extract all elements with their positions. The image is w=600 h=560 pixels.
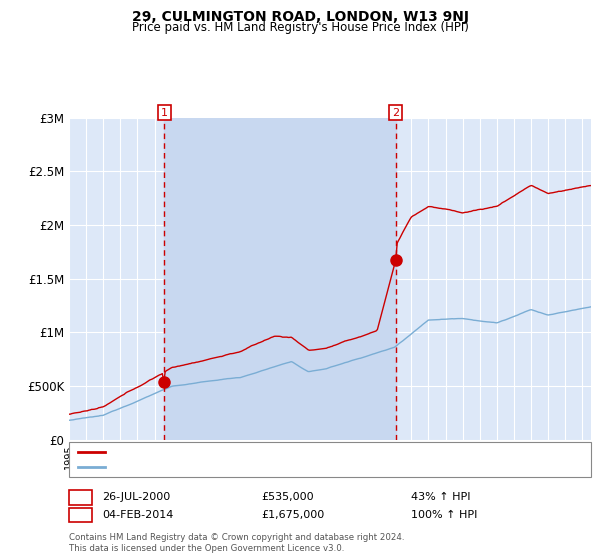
Text: 1: 1 (77, 492, 84, 502)
Text: HPI: Average price, detached house, Ealing: HPI: Average price, detached house, Eali… (111, 463, 336, 473)
Text: 1: 1 (161, 108, 168, 118)
Text: 2: 2 (77, 510, 84, 520)
Text: £1,675,000: £1,675,000 (261, 510, 324, 520)
Text: 04-FEB-2014: 04-FEB-2014 (102, 510, 173, 520)
Text: Price paid vs. HM Land Registry's House Price Index (HPI): Price paid vs. HM Land Registry's House … (131, 21, 469, 34)
Text: 2: 2 (392, 108, 399, 118)
Text: 29, CULMINGTON ROAD, LONDON, W13 9NJ (detached house): 29, CULMINGTON ROAD, LONDON, W13 9NJ (de… (111, 447, 433, 457)
Text: 100% ↑ HPI: 100% ↑ HPI (411, 510, 478, 520)
Text: 43% ↑ HPI: 43% ↑ HPI (411, 492, 470, 502)
Bar (164, 118, 396, 440)
Text: 26-JUL-2000: 26-JUL-2000 (102, 492, 170, 502)
Text: £535,000: £535,000 (261, 492, 314, 502)
Text: Contains HM Land Registry data © Crown copyright and database right 2024.
This d: Contains HM Land Registry data © Crown c… (69, 533, 404, 553)
Text: 29, CULMINGTON ROAD, LONDON, W13 9NJ: 29, CULMINGTON ROAD, LONDON, W13 9NJ (131, 10, 469, 24)
